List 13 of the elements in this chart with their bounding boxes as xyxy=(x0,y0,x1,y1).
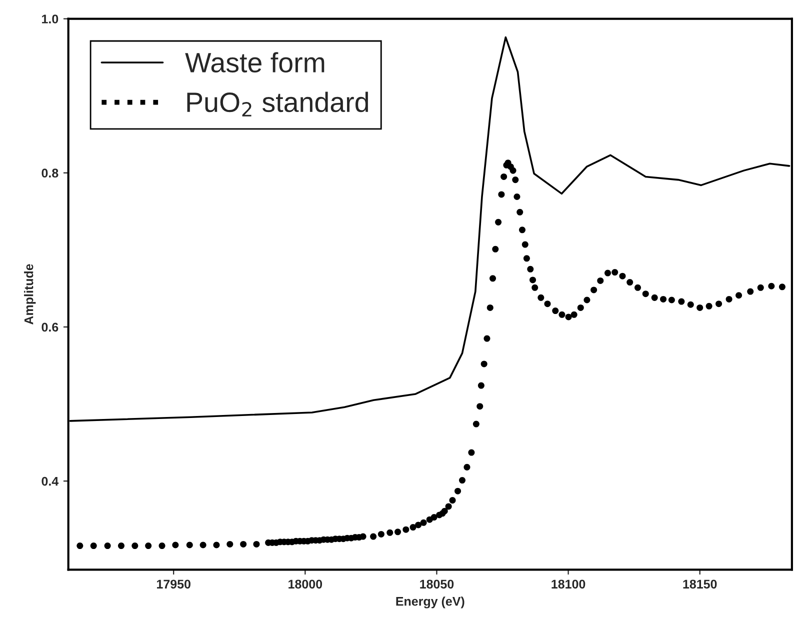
y-tick-label: 0.4 xyxy=(42,476,59,486)
x-tick-label: 18000 xyxy=(288,580,322,589)
y-tick-label: 0.8 xyxy=(42,168,58,178)
x-tick-label: 18050 xyxy=(420,580,454,589)
legend-label: Waste form xyxy=(185,52,324,73)
x-tick-label: 18150 xyxy=(683,580,717,589)
legend-label: PuO$_{2}$ standard xyxy=(187,92,368,116)
x-tick-label: 18100 xyxy=(552,580,586,589)
y-tick-label: 0.6 xyxy=(42,322,58,332)
y-axis-title: Amplitude xyxy=(24,264,36,324)
y-tick-label: 1.0 xyxy=(42,14,58,24)
x-axis-title: Energy (eV) xyxy=(396,596,464,608)
x-tick-label: 17950 xyxy=(157,580,190,589)
